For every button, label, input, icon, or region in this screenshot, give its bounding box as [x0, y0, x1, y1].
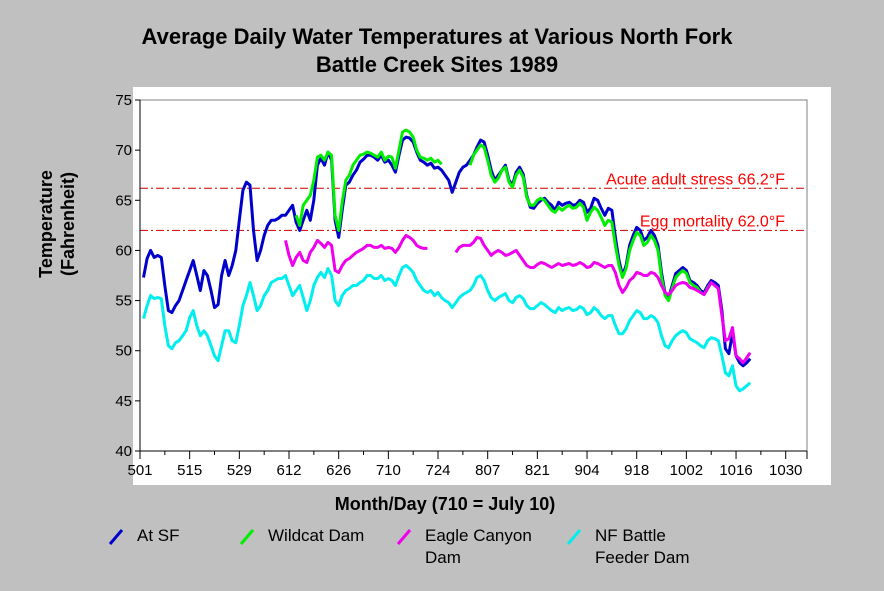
- x-tick-label: 1002: [670, 462, 703, 479]
- y-axis-title-line-1: Temperature: [36, 170, 56, 278]
- series-line-nf-battle-feeder-dam: [142, 264, 752, 393]
- x-tick-label: 821: [525, 462, 550, 479]
- x-axis: 501 515 529 612 626 710 724 807 821 904 918 1002 101…: [127, 451, 808, 479]
- x-tick-label: 807: [475, 462, 500, 479]
- series-line-wildcat-dam: [294, 128, 443, 232]
- y-tick-label: 65: [115, 192, 132, 209]
- line-icon: [239, 529, 255, 545]
- x-tick-label: 626: [326, 462, 351, 479]
- reference-line-label: Egg mortality 62.0°F: [640, 213, 785, 230]
- legend-label: Feeder Dam: [595, 548, 689, 567]
- x-tick-label: 515: [177, 462, 202, 479]
- legend-label: Wildcat Dam: [268, 526, 364, 545]
- x-tick-label: 501: [127, 462, 152, 479]
- x-tick-label: 1016: [719, 462, 752, 479]
- x-axis-title: Month/Day (710 = July 10): [335, 494, 556, 514]
- x-tick-label: 529: [227, 462, 252, 479]
- y-tick-label: 75: [115, 92, 132, 109]
- legend-label: Dam: [425, 548, 461, 567]
- y-axis-title-line-2: (Fahrenheit): [58, 172, 78, 276]
- y-tick-label: 70: [115, 142, 132, 159]
- chart-title-line-1: Average Daily Water Temperatures at Vari…: [142, 24, 734, 49]
- x-tick-label: 612: [276, 462, 301, 479]
- y-tick-label: 55: [115, 293, 132, 310]
- series-line-at-sf: [142, 135, 752, 368]
- reference-lines: Acute adult stress 66.2°F Egg mortality 6…: [140, 171, 807, 231]
- x-tick-label: 710: [376, 462, 401, 479]
- x-tick-label: 904: [575, 462, 600, 479]
- legend-label: At SF: [137, 526, 180, 545]
- legend-label: Eagle Canyon: [425, 526, 532, 545]
- line-icon: [108, 529, 124, 545]
- reference-line-label: Acute adult stress 66.2°F: [606, 171, 785, 188]
- series-layer: [142, 128, 752, 393]
- line-icon: [396, 529, 412, 545]
- y-axis: 40 45 50 55 60 65 70 75: [115, 92, 140, 460]
- x-tick-label: 1030: [769, 462, 802, 479]
- y-tick-label: 60: [115, 242, 132, 259]
- y-tick-label: 45: [115, 393, 132, 410]
- chart-title-line-2: Battle Creek Sites 1989: [316, 52, 558, 77]
- x-tick-label: 918: [624, 462, 649, 479]
- y-tick-label: 50: [115, 343, 132, 360]
- legend: At SF Wildcat Dam Eagle Canyon Dam NF Battle…: [108, 526, 689, 567]
- series-line-eagle-canyon-dam: [284, 233, 428, 274]
- y-tick-label: 40: [115, 443, 132, 460]
- line-icon: [566, 529, 582, 545]
- x-tick-label: 724: [426, 462, 451, 479]
- legend-label: NF Battle: [595, 526, 666, 545]
- series-line-eagle-canyon-dam: [454, 235, 752, 365]
